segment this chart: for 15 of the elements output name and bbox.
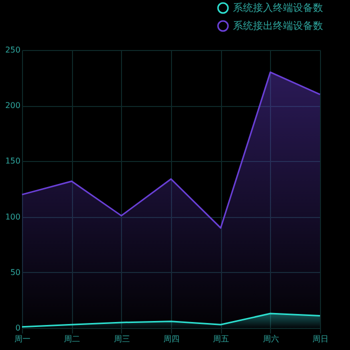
x-tick-label: 周三 [114, 334, 130, 344]
y-tick-label: 250 [5, 46, 20, 54]
legend-label: 系统接入终端设备数 [233, 2, 323, 14]
x-tick-label: 周五 [213, 334, 230, 344]
x-tick-label: 周日 [312, 334, 328, 344]
y-tick-label: 100 [5, 212, 20, 222]
y-tick-label: 200 [5, 101, 20, 110]
x-tick-label: 周一 [14, 334, 30, 344]
x-tick-label: 周四 [164, 334, 180, 344]
x-tick-label: 周六 [262, 334, 279, 344]
x-tick-label: 周二 [64, 334, 80, 344]
legend-label: 系统接出终端设备数 [233, 20, 323, 32]
y-tick-label: 0 [15, 324, 20, 332]
y-tick-label: 50 [10, 268, 20, 277]
y-tick-label: 150 [5, 156, 20, 166]
